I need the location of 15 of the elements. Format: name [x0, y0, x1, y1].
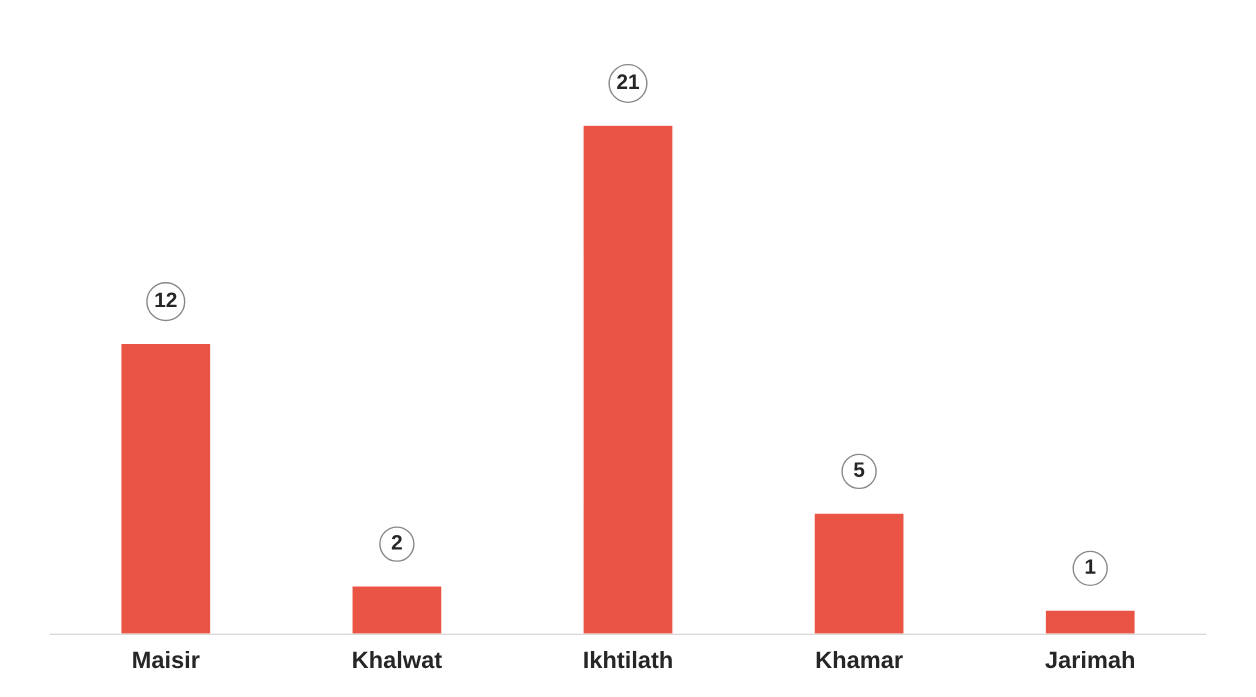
data-label: 1: [1085, 559, 1096, 574]
data-label: 5: [853, 462, 865, 477]
data-label: 12: [155, 292, 177, 308]
bar: [351, 585, 443, 635]
data-label: 21: [617, 74, 640, 89]
data-label: 2: [391, 534, 402, 550]
bar: [582, 124, 674, 635]
x-tick-label: Jarimah: [1045, 650, 1135, 669]
x-tick-label: Khalwat: [353, 650, 442, 669]
bar: [1044, 609, 1136, 635]
bar: [120, 342, 212, 635]
x-tick-label: Ikhtilath: [584, 650, 672, 669]
x-tick-label: Maisir: [133, 650, 200, 669]
bar: [813, 512, 905, 635]
x-tick-label: Khamar: [816, 650, 903, 669]
